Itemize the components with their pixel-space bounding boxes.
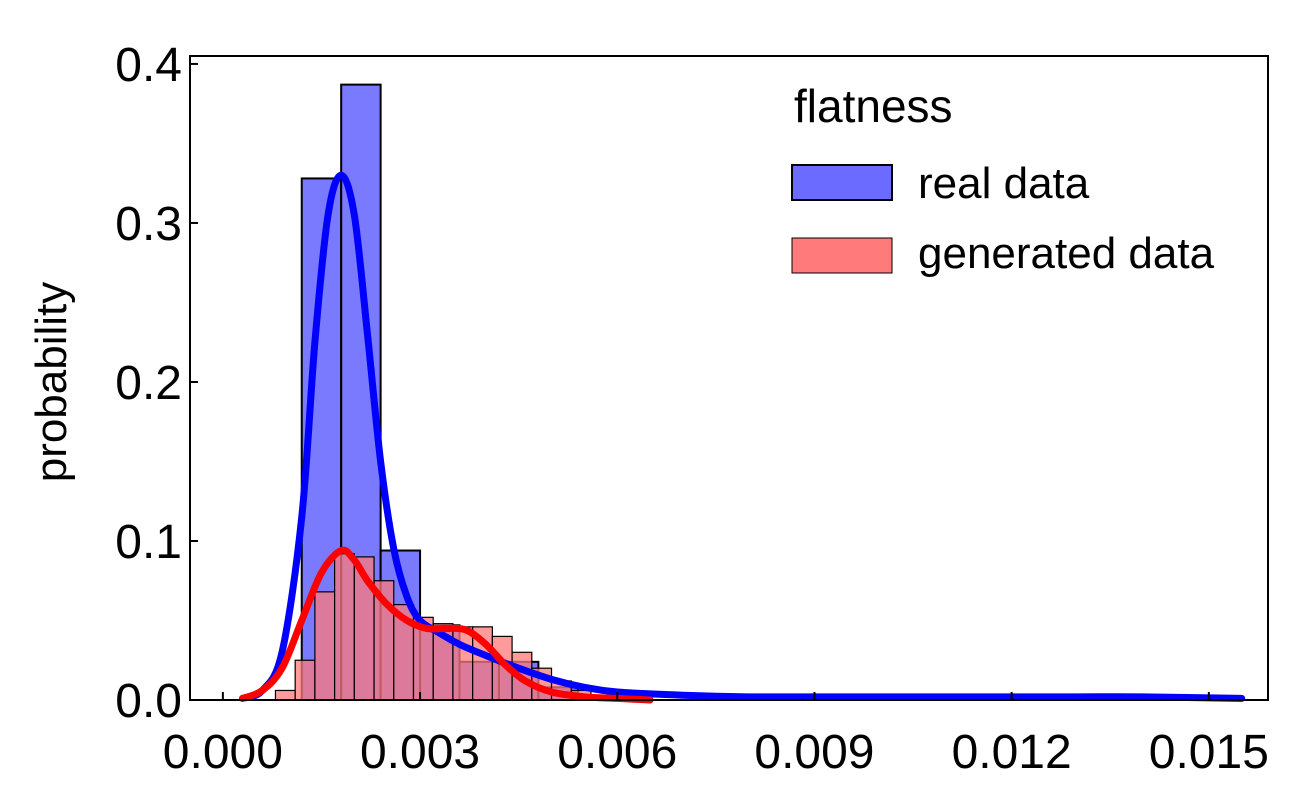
y-tick-label: 0.1 xyxy=(115,516,182,569)
legend-swatch-generated-data xyxy=(791,237,893,274)
y-tick-label: 0.4 xyxy=(115,39,182,92)
plot-area xyxy=(239,83,1246,704)
y-tick-label: 0.0 xyxy=(115,675,182,728)
x-tick-label: 0.012 xyxy=(952,726,1072,779)
x-tick-label: 0.003 xyxy=(360,726,480,779)
x-tick-label: 0.015 xyxy=(1149,726,1269,779)
legend-label-real-data: real data xyxy=(918,159,1090,208)
legend-swatch-real-data xyxy=(791,164,893,201)
y-tick-label: 0.3 xyxy=(115,198,182,251)
legend-label-generated-data: generated data xyxy=(918,229,1215,278)
generated-data-bar xyxy=(452,626,474,701)
x-tick-label: 0.006 xyxy=(557,726,677,779)
generated-data-bar xyxy=(314,591,336,701)
generated-data-kde-line xyxy=(239,546,654,704)
axes: 0.0 0.1 0.2 0.3 0.4 0.000 0.003 0.006 0.009 0.012… xyxy=(115,39,1269,779)
y-axis-label: probability xyxy=(27,282,76,483)
legend: flatness real data generated data xyxy=(791,80,1215,278)
legend-title: flatness xyxy=(794,80,953,132)
real-data-kde-line xyxy=(239,171,1246,702)
x-tick-label: 0.009 xyxy=(754,726,874,779)
generated-data-bar xyxy=(294,659,316,701)
x-tick-label: 0.000 xyxy=(163,726,283,779)
y-tick-label: 0.2 xyxy=(115,357,182,410)
plot-frame xyxy=(189,55,1269,701)
generated-data-bar xyxy=(274,689,296,701)
generated-data-bar xyxy=(334,553,355,701)
